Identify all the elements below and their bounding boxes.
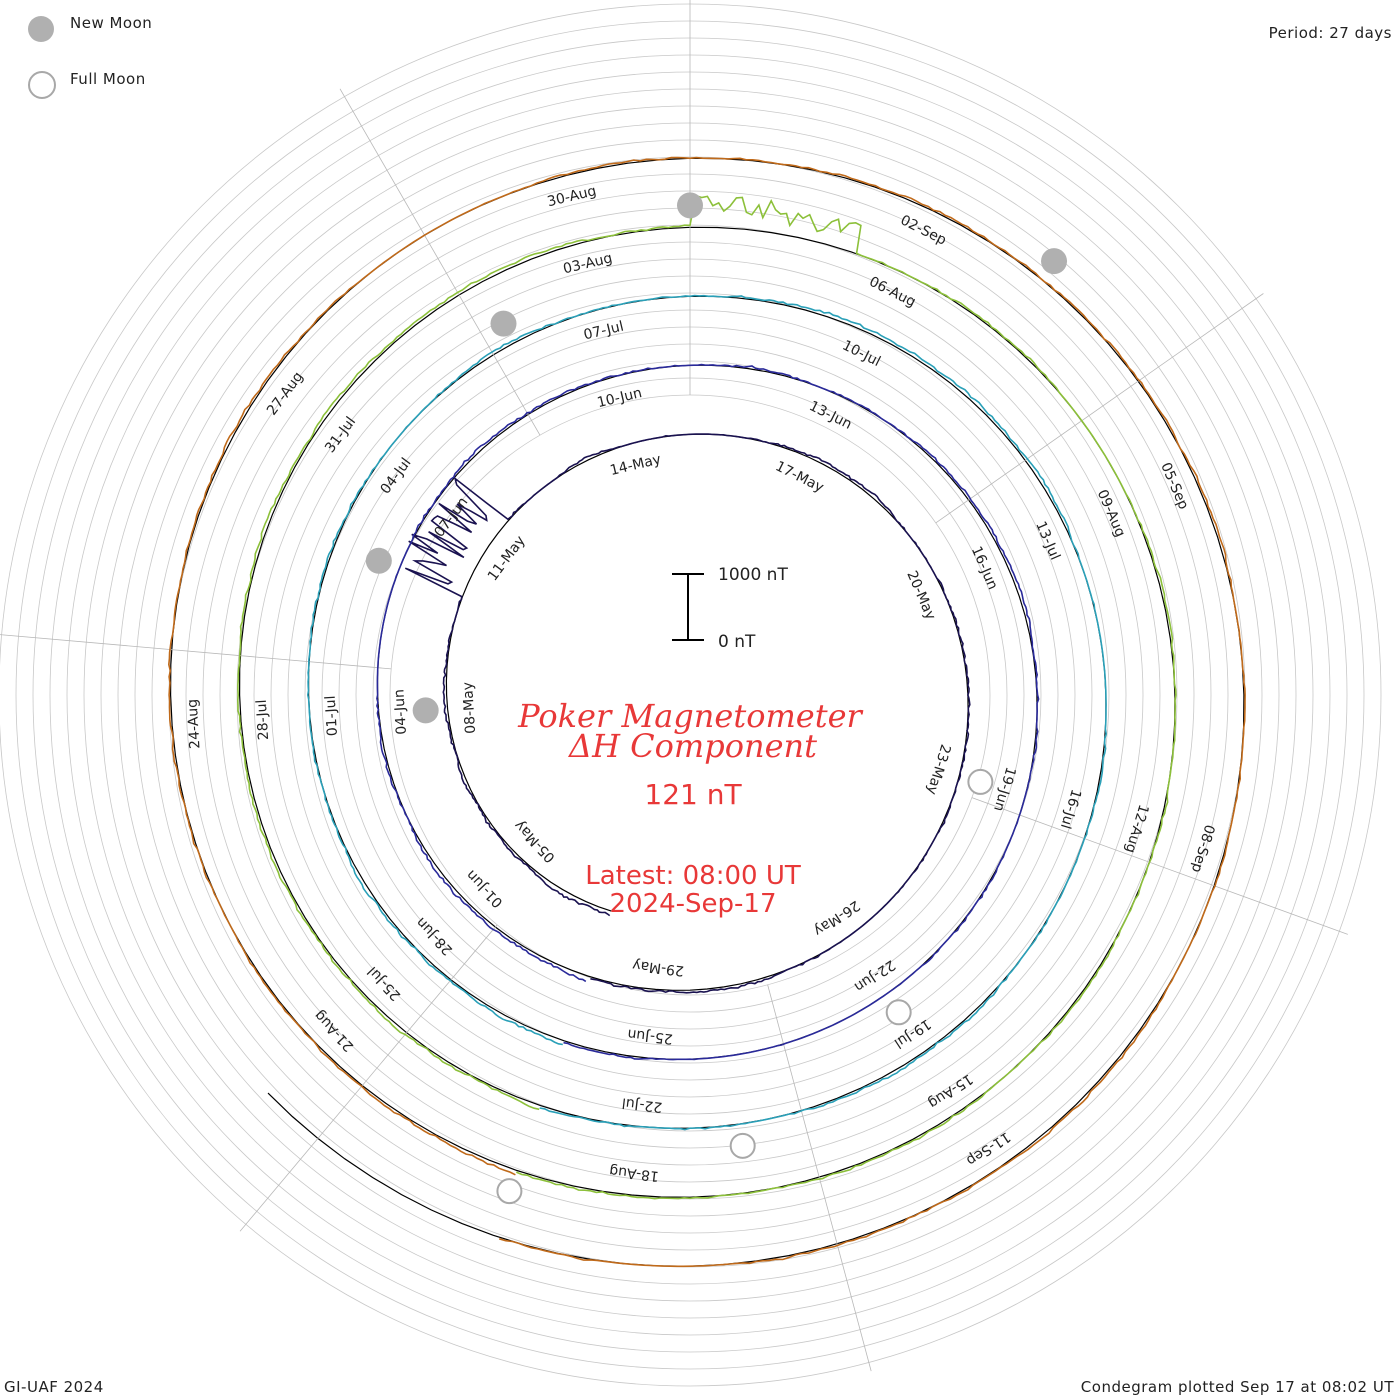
day-spoke [935,293,1264,524]
date-label: 10-Jun [596,385,644,411]
series-line-turn-3 [306,294,1108,1131]
date-label: 18-Aug [608,1162,659,1184]
new-moon-legend-icon [28,16,54,42]
latest-time: Latest: 08:00 UT [585,861,801,891]
date-label: 06-Aug [866,274,918,311]
full-moon-legend-icon [28,71,56,99]
date-label: 22-Jul [621,1094,663,1115]
chart-subtitle: ΔH Component [567,727,817,765]
day-spoke [239,924,498,1232]
date-label: 25-Jun [627,1026,674,1047]
date-label: 16-Jul [1057,787,1084,830]
date-label: 22-Jun [851,956,898,994]
full-moon-marker [729,1132,756,1159]
data-series [167,156,1246,1268]
series-line-turn-1 [404,433,971,994]
date-label: 11-May [485,533,529,584]
day-spoke [971,797,1348,935]
chart-title: Poker Magnetometer [517,697,863,735]
scale-bar-top-label: 1000 nT [718,565,788,585]
date-label: 24-Aug [185,699,204,750]
date-label: 04-Jun [391,689,410,735]
new-moon-marker [365,547,392,574]
date-label: 02-Sep [898,212,949,248]
date-label: 04-Jul [378,455,415,497]
date-label: 12-Aug [1122,802,1152,854]
grid-circle [321,326,1059,1064]
new-moon-marker [412,697,439,724]
period-label: Period: 27 days [1268,24,1392,42]
date-label: 08-Sep [1188,823,1217,875]
moon-markers [365,192,1068,1205]
date-label: 19-Jun [990,765,1018,813]
date-label: 28-Jul [254,699,272,740]
day-spoke [0,634,392,670]
latest-date: 2024-Sep-17 [609,889,776,919]
date-label: 14-May [608,451,662,479]
date-label: 07-Jun [431,494,471,540]
date-label: 13-Jul [1032,519,1063,563]
grid-circle [304,309,1076,1081]
series-line-turn-5 [167,156,1246,1268]
day-spoke [767,984,872,1372]
new-moon-marker [677,192,703,219]
date-label: 23-May [923,742,953,796]
date-label: 13-Jun [806,398,854,433]
scale-bar-bottom-label: 0 nT [718,632,756,652]
full-moon-legend-label: Full Moon [70,70,146,88]
date-label: 03-Aug [562,250,614,277]
scale-bar: 1000 nT 0 nT [672,565,788,652]
date-label: 07-Jul [582,319,625,344]
grid-circle [355,360,1025,1030]
date-label: 17-May [773,458,826,496]
grid-circle [287,292,1093,1098]
footer-plot-time: Condegram plotted Sep 17 at 08:02 UT [1080,1378,1394,1396]
date-label: 09-Aug [1094,487,1128,539]
full-moon-marker [967,768,994,795]
series-line-turn-2 [376,363,1040,1061]
date-label: 08-May [460,682,479,735]
date-label: 01-Jul [323,695,341,736]
date-label: 20-May [903,568,938,622]
new-moon-marker [1041,248,1068,275]
day-spoke [339,88,541,436]
new-moon-legend-label: New Moon [70,14,153,32]
date-label: 10-Jul [840,338,883,370]
date-label: 29-May [631,957,684,979]
date-label: 05-Sep [1157,460,1191,512]
new-moon-marker [490,310,517,337]
date-label: 16-Jun [968,544,1001,592]
full-moon-marker [496,1178,523,1205]
date-label: 25-Jul [365,963,404,1003]
full-moon-marker [885,999,912,1026]
current-value: 121 nT [644,778,742,811]
day-spokes [0,0,1348,1372]
date-label: 31-Jul [322,414,359,456]
footer-credit: GI-UAF 2024 [4,1378,104,1396]
series-line-turn-4 [236,194,1177,1200]
